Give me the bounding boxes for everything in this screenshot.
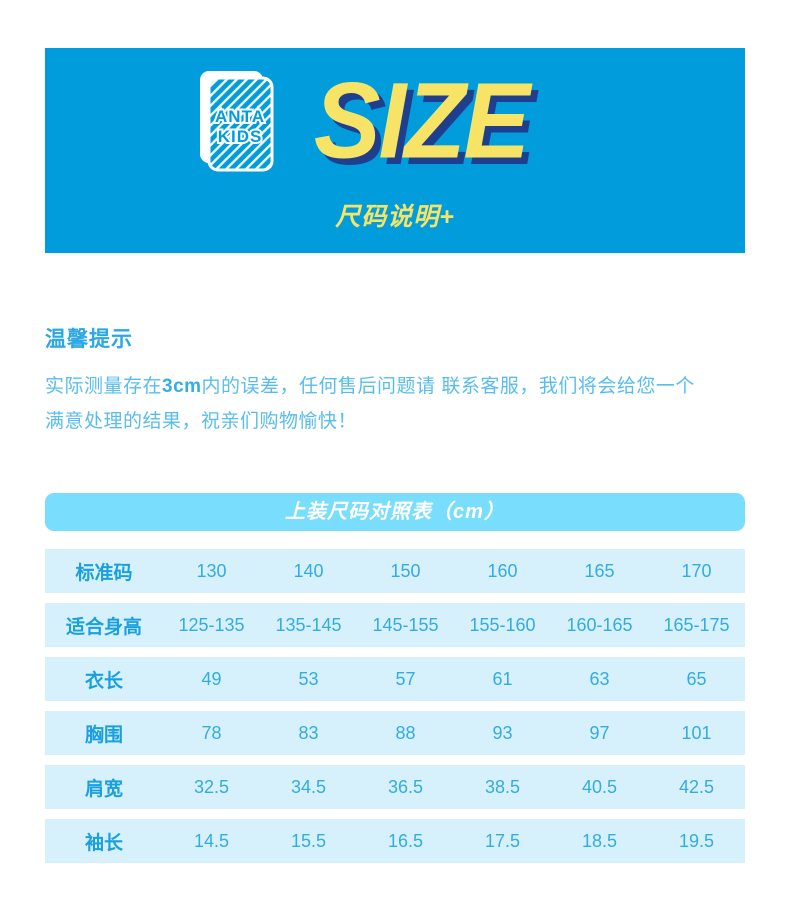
- table-row-sleeve: 袖长 14.5 15.5 16.5 17.5 18.5 19.5: [45, 819, 745, 863]
- row-label: 袖长: [84, 832, 123, 854]
- row-label: 标准码: [75, 562, 133, 584]
- size-value: 145-155: [372, 614, 439, 635]
- size-value: 57: [395, 668, 416, 689]
- size-value: 165: [584, 560, 615, 581]
- size-value: 97: [589, 722, 610, 743]
- size-banner: ANTA KIDS SIZE 尺码说明+: [45, 48, 745, 253]
- logo-front-card: [207, 76, 274, 171]
- banner-logo-title-group: ANTA KIDS SIZE: [196, 60, 538, 181]
- row-label: 衣长: [84, 670, 123, 692]
- notice-text-highlight: 3cm: [162, 376, 202, 397]
- size-value: 65: [686, 668, 707, 689]
- size-value: 88: [395, 722, 416, 743]
- size-value: 130: [196, 560, 227, 581]
- size-table: 上装尺码对照表（cm） 标准码 130 140 150 160 165 170 …: [45, 493, 745, 863]
- notice-section: 温馨提示 实际测量存在3cm内的误差，任何售后问题请 联系客服，我们将会给您一个…: [45, 323, 745, 439]
- table-row-chest: 胸围 78 83 88 93 97 101: [45, 711, 745, 755]
- size-value: 155-160: [469, 614, 536, 635]
- size-value: 38.5: [484, 776, 521, 797]
- row-label: 适合身高: [65, 616, 142, 638]
- size-value: 19.5: [678, 830, 715, 851]
- banner-title: SIZE: [313, 60, 530, 181]
- size-value: 36.5: [387, 776, 424, 797]
- logo-text-line2: KIDS: [218, 127, 263, 146]
- size-value: 49: [201, 668, 222, 689]
- anta-kids-logo-icon: ANTA KIDS: [199, 70, 274, 171]
- table-row-standard-size: 标准码 130 140 150 160 165 170: [45, 549, 745, 593]
- logo-text-line1: ANTA: [215, 107, 265, 126]
- table-row-shoulder: 肩宽 32.5 34.5 36.5 38.5 40.5 42.5: [45, 765, 745, 809]
- row-label: 胸围: [84, 724, 123, 746]
- size-value: 17.5: [484, 830, 521, 851]
- size-value: 15.5: [290, 830, 327, 851]
- size-value: 78: [201, 722, 222, 743]
- size-value: 53: [298, 668, 319, 689]
- size-value: 83: [298, 722, 319, 743]
- size-table-title: 上装尺码对照表（cm）: [45, 493, 745, 531]
- size-value: 16.5: [387, 830, 424, 851]
- size-value: 14.5: [193, 830, 230, 851]
- size-value: 93: [492, 722, 513, 743]
- size-value: 101: [681, 722, 712, 743]
- table-row-fit-height: 适合身高 125-135 135-145 145-155 155-160 160…: [45, 603, 745, 647]
- size-value: 160: [487, 560, 518, 581]
- table-row-garment-length: 衣长 49 53 57 61 63 65: [45, 657, 745, 701]
- notice-text-line2: 满意处理的结果，祝亲们购物愉快！: [45, 411, 358, 432]
- size-value: 40.5: [581, 776, 618, 797]
- size-value: 34.5: [290, 776, 327, 797]
- size-value: 42.5: [678, 776, 715, 797]
- size-value: 160-165: [566, 614, 633, 635]
- notice-heading: 温馨提示: [45, 328, 133, 351]
- size-table-rows: 标准码 130 140 150 160 165 170 适合身高 125-135…: [45, 549, 745, 863]
- size-value: 170: [681, 560, 712, 581]
- notice-text-rest: 内的误差，任何售后问题请 联系客服，我们将会给您一个: [201, 376, 695, 397]
- row-label: 肩宽: [84, 778, 123, 800]
- size-value: 150: [390, 560, 421, 581]
- size-value: 140: [293, 560, 324, 581]
- size-value: 61: [492, 668, 513, 689]
- size-value: 18.5: [581, 830, 618, 851]
- size-value: 135-145: [275, 614, 342, 635]
- size-value: 63: [589, 668, 610, 689]
- notice-text-prefix: 实际测量存在: [45, 376, 163, 397]
- size-value: 165-175: [663, 614, 730, 635]
- notice-body: 实际测量存在3cm内的误差，任何售后问题请 联系客服，我们将会给您一个 满意处理…: [45, 369, 745, 439]
- size-value: 32.5: [193, 776, 230, 797]
- size-value: 125-135: [178, 614, 245, 635]
- banner-subtitle: 尺码说明+: [335, 202, 455, 231]
